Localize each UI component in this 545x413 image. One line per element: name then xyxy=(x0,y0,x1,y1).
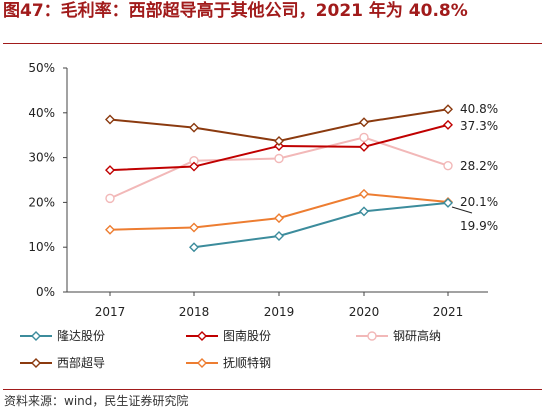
legend-item-钢研高纳: 钢研高纳 xyxy=(356,328,441,343)
x-tick-label: 2019 xyxy=(264,305,295,319)
data-point xyxy=(189,242,199,253)
series-隆达股份 xyxy=(189,197,453,253)
end-value-label: 19.9% xyxy=(460,219,498,233)
x-tick-label: 2020 xyxy=(349,305,380,319)
data-point xyxy=(105,224,115,235)
end-value-label: 40.8% xyxy=(460,102,498,116)
source-divider xyxy=(3,389,542,390)
data-point xyxy=(359,141,369,152)
series-lines xyxy=(105,104,453,253)
data-point xyxy=(274,136,284,147)
title-divider xyxy=(3,43,542,44)
data-point xyxy=(359,206,369,217)
legend-marker xyxy=(31,358,41,368)
data-point xyxy=(359,132,369,143)
source-note: 资料来源：wind，民生证券研究院 xyxy=(4,394,189,408)
y-tick-label: 10% xyxy=(28,240,55,254)
data-point xyxy=(443,197,453,208)
data-point xyxy=(105,114,115,125)
data-point xyxy=(274,231,284,241)
legend-item-抚顺特钢: 抚顺特钢 xyxy=(186,355,271,370)
data-point xyxy=(443,104,453,115)
legend-marker xyxy=(367,331,377,341)
x-tick-label: 2021 xyxy=(433,305,464,319)
y-tick-label: 30% xyxy=(28,151,55,165)
legend-label: 西部超导 xyxy=(57,355,105,370)
legend-label: 隆达股份 xyxy=(57,328,105,343)
x-tick-label: 2018 xyxy=(179,305,210,319)
series-西部超导 xyxy=(105,104,453,147)
legend-item-图南股份: 图南股份 xyxy=(186,328,271,343)
series-line xyxy=(193,201,449,249)
y-tick-label: 50% xyxy=(28,61,55,75)
legend-label: 抚顺特钢 xyxy=(223,355,271,370)
data-point xyxy=(189,122,199,133)
legend-marker xyxy=(197,331,207,341)
data-point xyxy=(189,222,199,233)
data-point xyxy=(189,161,199,172)
legend-marker xyxy=(31,331,41,341)
legend-marker xyxy=(197,358,207,368)
label-leader-line xyxy=(451,206,473,214)
data-point xyxy=(359,117,369,128)
y-tick-label: 0% xyxy=(36,285,55,299)
legend-label: 图南股份 xyxy=(223,328,271,343)
x-tick-label: 2017 xyxy=(95,305,126,319)
data-point xyxy=(443,160,453,171)
axes: 0% 10% 20% 30% 40% 50% 2017 2018 2019 2020 2021 xyxy=(28,61,488,319)
data-point xyxy=(105,165,115,176)
legend-label: 钢研高纳 xyxy=(393,328,441,343)
end-value-label: 28.2% xyxy=(460,159,498,173)
series-抚顺特钢 xyxy=(105,188,453,235)
figure-title: 图47：毛利率：西部超导高于其他公司，2021 年为 40.8% xyxy=(3,1,468,21)
data-labels: 40.8% 37.3% 28.2% 20.1% 19.9% xyxy=(451,102,498,233)
data-point xyxy=(105,193,115,204)
legend-item-隆达股份: 隆达股份 xyxy=(20,328,105,343)
series-line xyxy=(109,192,449,231)
y-tick-label: 20% xyxy=(28,195,55,209)
data-point xyxy=(359,188,369,199)
end-value-label: 20.1% xyxy=(460,195,498,209)
end-value-label: 37.3% xyxy=(460,119,498,133)
data-point xyxy=(274,153,284,164)
legend-item-西部超导: 西部超导 xyxy=(20,355,105,370)
data-point xyxy=(443,119,453,130)
y-tick-label: 40% xyxy=(28,106,55,120)
data-point xyxy=(274,213,284,224)
series-图南股份 xyxy=(105,119,453,176)
line-chart: 0% 10% 20% 30% 40% 50% 2017 2018 2019 2020 2021 40… xyxy=(20,61,498,370)
